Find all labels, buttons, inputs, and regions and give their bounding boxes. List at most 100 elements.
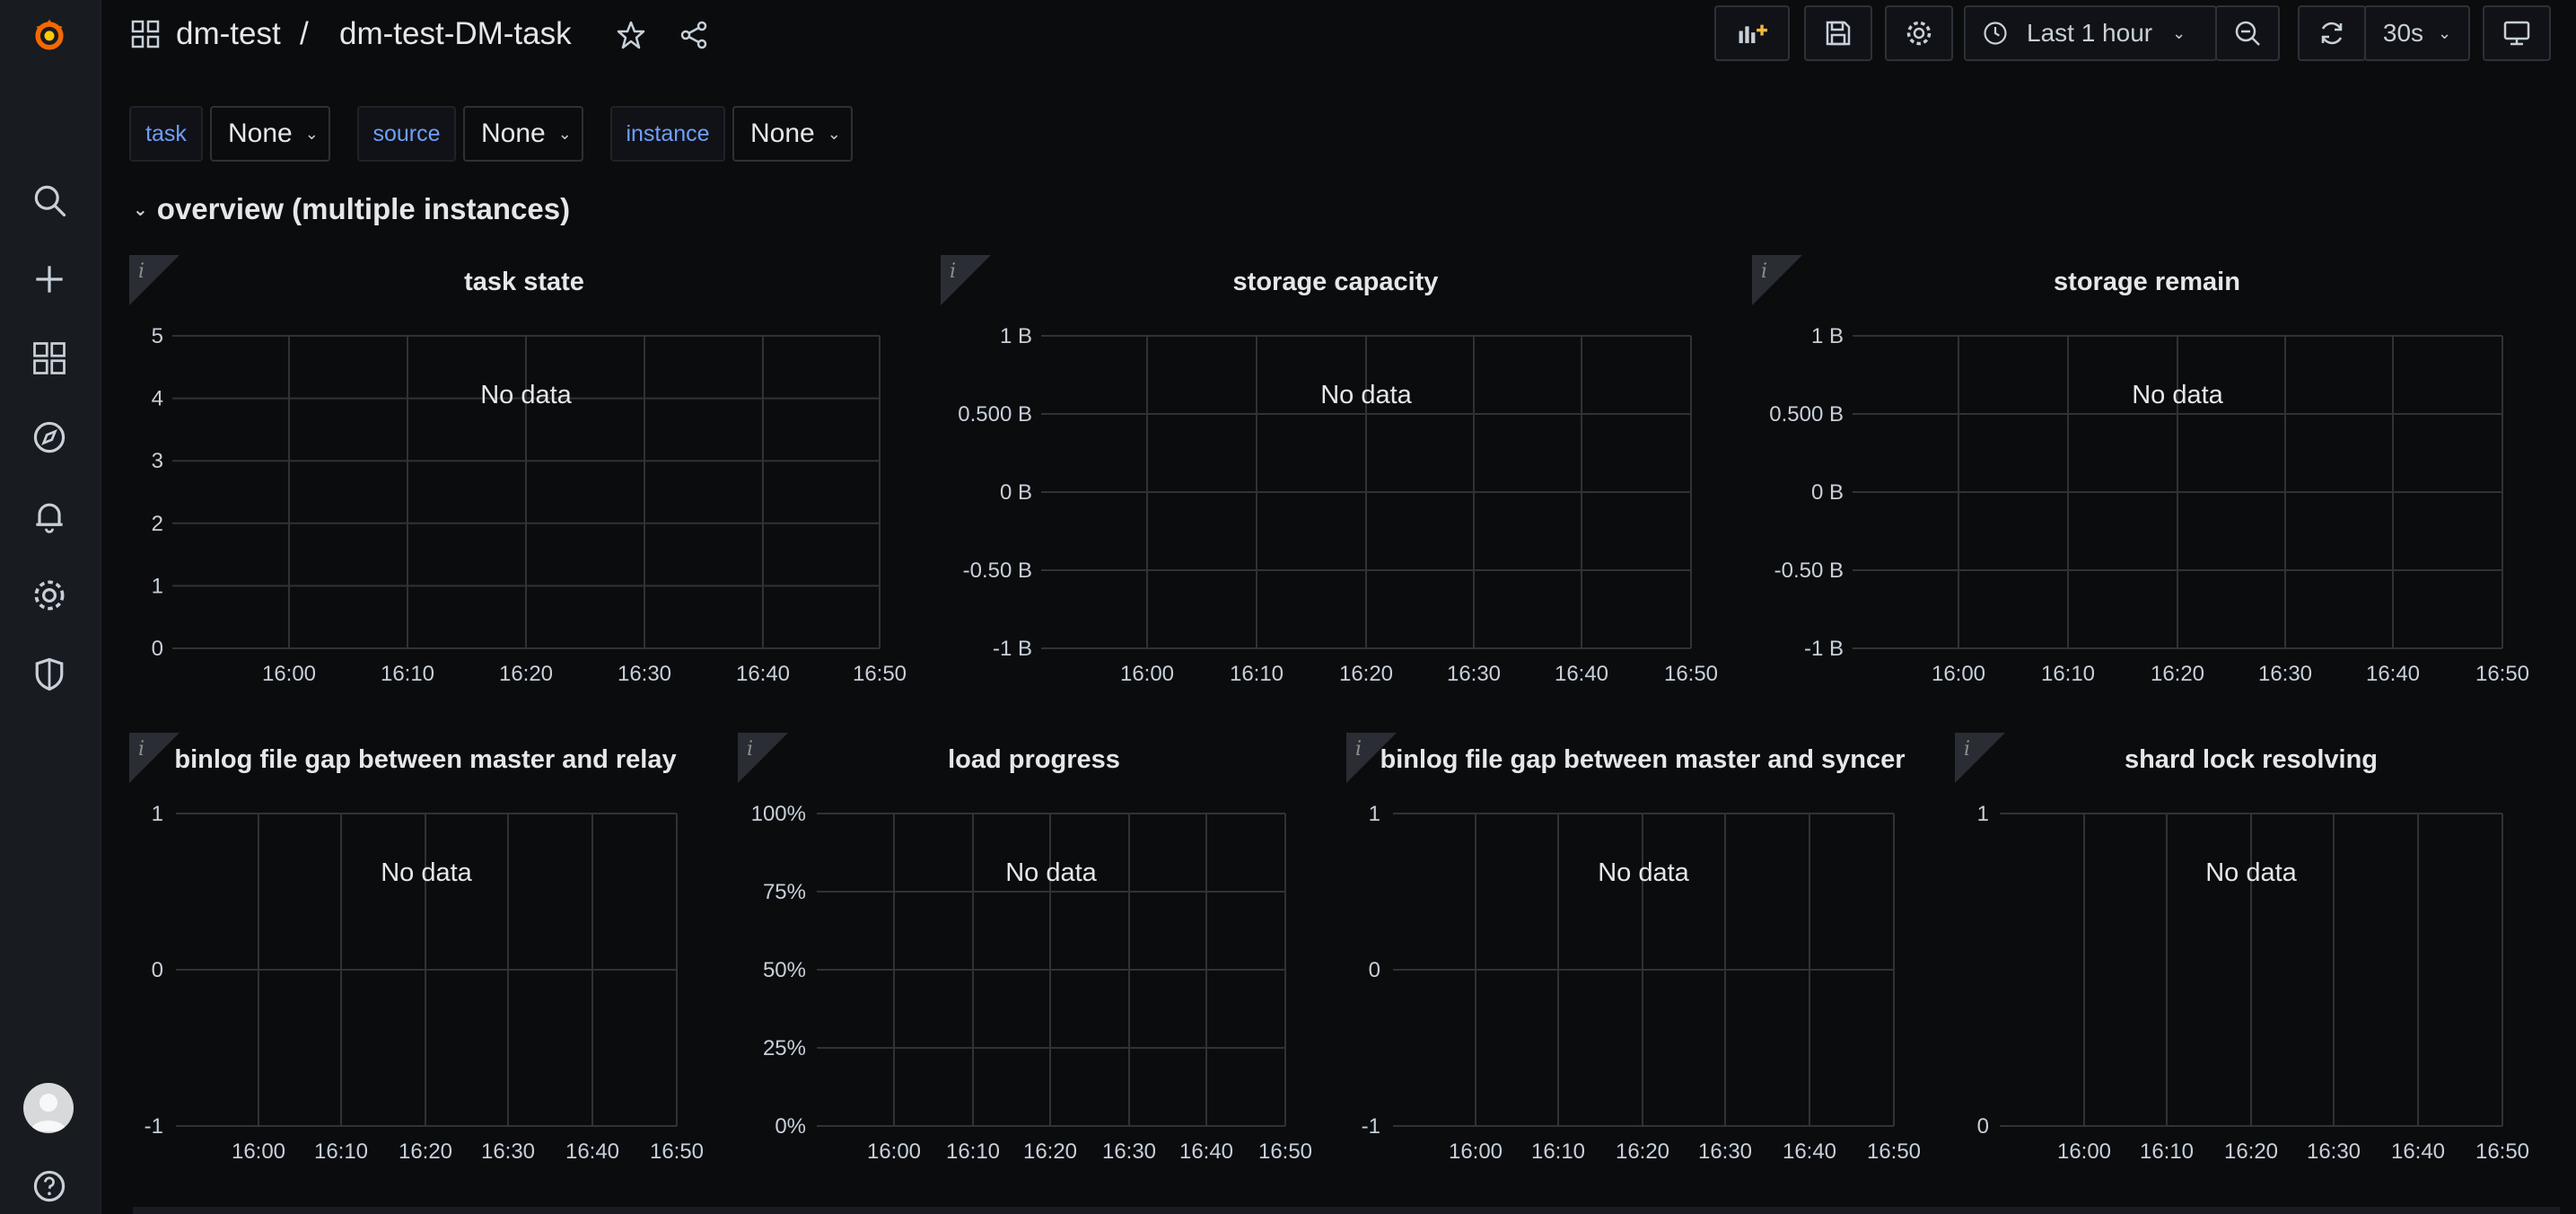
x-tick-label: 16:20 [1616, 1139, 1669, 1164]
save-icon [1826, 21, 1851, 46]
star-icon[interactable] [616, 20, 646, 50]
panel-title: storage capacity [1232, 268, 1439, 296]
y-tick-label: 1 [152, 802, 163, 826]
row-title: overview (multiple instances) [156, 192, 571, 225]
x-tick-label: 16:10 [314, 1139, 368, 1164]
panel-title: storage remain [2054, 268, 2240, 296]
x-tick-label: 16:40 [1783, 1139, 1836, 1164]
no-data-message: No data [1320, 381, 1412, 409]
panel-shard-lock-resolving[interactable]: 1 0 16:00 16:10 16:20 16:30 16:40 16:50 No data … [1955, 733, 2547, 1182]
time-range-picker[interactable]: Last 1 hour ⌄ [1964, 5, 2217, 61]
x-tick-label: 16:00 [867, 1139, 921, 1164]
panel-storage-remain[interactable]: 1 B 0.500 B 0 B -0.50 B -1 B 16:00 16:10 16:20 1… [1752, 255, 2542, 686]
panel-title: binlog file gap between master and relay [174, 745, 677, 774]
panel-task-state[interactable]: 5 4 3 2 1 0 16:00 16:10 16:20 16:30 16:40 16:50 No d… [129, 255, 919, 686]
refresh-icon [2321, 22, 2343, 45]
no-data-message: No data [480, 381, 572, 409]
y-tick-label: 1 B [1811, 324, 1844, 348]
y-tick-label: 75% [763, 880, 806, 904]
save-dashboard-button[interactable] [1804, 5, 1872, 61]
y-tick-label: -0.50 B [1774, 559, 1844, 583]
panel-binlog-gap-master-syncer[interactable]: 1 0 -1 16:00 16:10 16:20 16:30 16:40 16:50 No dat… [1346, 733, 1939, 1182]
panel-load-progress[interactable]: 100% 75% 50% 25% 0% 16:00 16:10 16:20 16:30 16:40… [738, 733, 1330, 1182]
y-tick-label: 0 [152, 958, 163, 982]
x-tick-label: 16:20 [1339, 662, 1393, 686]
chart-plot-area: 1 B 0.500 B 0 B -0.50 B -1 B 16:00 16:10 16:20 1… [958, 324, 1718, 686]
server-admin-shield-icon[interactable] [27, 652, 72, 697]
panel-info-icon[interactable]: i [950, 260, 957, 283]
x-tick-label: 16:10 [946, 1139, 1000, 1164]
y-tick-label: 1 B [1000, 324, 1032, 348]
y-tick-label: 0 [152, 637, 163, 661]
y-tick-label: 2 [152, 512, 163, 536]
x-tick-label: 16:00 [262, 662, 316, 686]
create-plus-icon[interactable] [27, 257, 72, 302]
x-tick-label: 16:10 [1230, 662, 1284, 686]
x-tick-label: 16:30 [1102, 1139, 1156, 1164]
variable-value-source: None [481, 119, 546, 148]
add-panel-button[interactable] [1714, 5, 1790, 61]
variable-select-source[interactable]: None ⌄ [463, 106, 583, 162]
variable-select-instance[interactable]: None ⌄ [732, 106, 853, 162]
panel-binlog-gap-master-relay[interactable]: 1 0 -1 16:00 16:10 16:20 16:30 16:40 16:50 No dat… [129, 733, 722, 1182]
configuration-gear-icon[interactable] [27, 573, 72, 618]
y-tick-label: 0 [1977, 1114, 1989, 1139]
search-icon[interactable] [27, 178, 72, 223]
x-tick-label: 16:40 [736, 662, 790, 686]
y-tick-label: -1 [145, 1114, 163, 1139]
help-icon[interactable] [27, 1164, 72, 1209]
grafana-logo-icon[interactable] [27, 13, 72, 57]
dashboards-icon[interactable] [27, 336, 72, 381]
panel-info-icon[interactable]: i [138, 738, 145, 761]
explore-compass-icon[interactable] [27, 415, 72, 460]
chevron-down-icon: ⌄ [304, 124, 319, 143]
x-tick-label: 16:40 [565, 1139, 619, 1164]
refresh-interval-picker[interactable]: 30s ⌄ [2364, 5, 2470, 61]
panel-info-icon[interactable]: i [1761, 260, 1768, 283]
refresh-interval-label: 30s [2382, 19, 2424, 47]
x-tick-label: 16:20 [2151, 662, 2204, 686]
variable-select-task[interactable]: None ⌄ [210, 106, 330, 162]
chevron-down-icon: ⌄ [557, 124, 572, 143]
user-avatar[interactable] [23, 1083, 74, 1133]
x-tick-label: 16:10 [2140, 1139, 2194, 1164]
x-tick-label: 16:30 [618, 662, 671, 686]
panel-info-icon[interactable]: i [1964, 738, 1971, 761]
alerting-bell-icon[interactable] [27, 494, 72, 539]
panel-title: load progress [948, 745, 1120, 774]
dashboard-grid-icon [131, 20, 160, 48]
x-tick-label: 16:40 [2391, 1139, 2445, 1164]
x-tick-label: 16:00 [232, 1139, 285, 1164]
chart-plot-area: 1 0 -1 16:00 16:10 16:20 16:30 16:40 16:50 No dat… [145, 802, 704, 1164]
dashboard-title[interactable]: dm-test-DM-task [339, 16, 572, 51]
zoom-out-button[interactable] [2215, 5, 2280, 61]
breadcrumb-folder[interactable]: dm-test [176, 16, 281, 51]
y-tick-label: 0 B [1000, 480, 1032, 505]
y-tick-label: 1 [1369, 802, 1380, 826]
refresh-button[interactable] [2298, 5, 2366, 61]
panel-info-icon[interactable]: i [747, 738, 754, 761]
panel-info-icon[interactable]: i [138, 260, 145, 283]
chevron-down-icon: ⌄ [2438, 23, 2452, 42]
breadcrumb-separator: / [300, 16, 309, 51]
chart-plot-area: 1 0 16:00 16:10 16:20 16:30 16:40 16:50 No data [1977, 802, 2529, 1164]
x-tick-label: 16:20 [399, 1139, 452, 1164]
cycle-view-mode-button[interactable] [2483, 5, 2551, 61]
x-tick-label: 16:30 [1698, 1139, 1752, 1164]
panel-info-icon[interactable]: i [1355, 738, 1362, 761]
dashboard-settings-button[interactable] [1885, 5, 1953, 61]
share-icon[interactable] [679, 20, 709, 50]
y-tick-label: -1 B [1804, 637, 1844, 661]
x-tick-label: 16:50 [1867, 1139, 1921, 1164]
variable-label-instance: instance [610, 106, 725, 162]
panel-storage-capacity[interactable]: 1 B 0.500 B 0 B -0.50 B -1 B 16:00 16:10 16:20 1… [941, 255, 1730, 686]
clock-icon [1984, 22, 2007, 45]
row-header[interactable]: ⌄ overview (multiple instances) [133, 192, 570, 226]
x-tick-label: 16:20 [1023, 1139, 1077, 1164]
no-data-message: No data [2132, 381, 2223, 409]
x-tick-label: 16:20 [499, 662, 553, 686]
x-tick-label: 16:30 [481, 1139, 535, 1164]
y-tick-label: 1 [152, 574, 163, 598]
variable-label-source: source [357, 106, 456, 162]
x-tick-label: 16:50 [853, 662, 907, 686]
